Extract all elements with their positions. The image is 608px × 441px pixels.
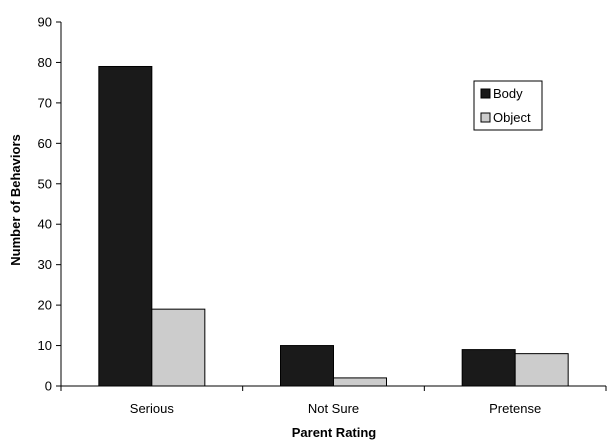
y-tick-label: 60 — [38, 136, 52, 151]
bar-object-serious — [151, 308, 206, 387]
y-tick-label: 50 — [38, 176, 52, 191]
x-tick-label: Not Sure — [308, 401, 359, 416]
y-axis-title: Number of Behaviors — [8, 134, 23, 265]
y-tick-label: 20 — [38, 298, 52, 313]
x-axis-title: Parent Rating — [292, 425, 377, 440]
legend-label-body: Body — [493, 86, 523, 101]
bar-body-pretense — [461, 349, 516, 387]
y-tick-label: 0 — [45, 379, 52, 394]
y-tick-label: 80 — [38, 55, 52, 70]
legend-swatch-body — [480, 88, 491, 99]
bar-body-not-sure — [280, 345, 334, 387]
legend-label-object: Object — [493, 110, 531, 125]
y-tick-label: 10 — [38, 338, 52, 353]
x-axis-ticks: Serious Not Sure Pretense — [60, 386, 607, 416]
x-tick-label: Pretense — [489, 401, 541, 416]
y-tick-label: 30 — [38, 257, 52, 272]
x-tick-label: Serious — [130, 401, 175, 416]
y-tick-label: 90 — [38, 15, 52, 30]
y-tick-label: 40 — [38, 217, 52, 232]
bar-object-pretense — [514, 353, 569, 387]
bar-body-serious — [98, 65, 153, 387]
legend-swatch-object — [480, 112, 491, 123]
bar-object-not-sure — [333, 377, 387, 387]
y-tick-label: 70 — [38, 95, 52, 110]
y-axis-ticks: 0 10 20 30 40 50 60 70 80 90 — [38, 15, 61, 394]
legend: Body Object — [473, 80, 543, 131]
